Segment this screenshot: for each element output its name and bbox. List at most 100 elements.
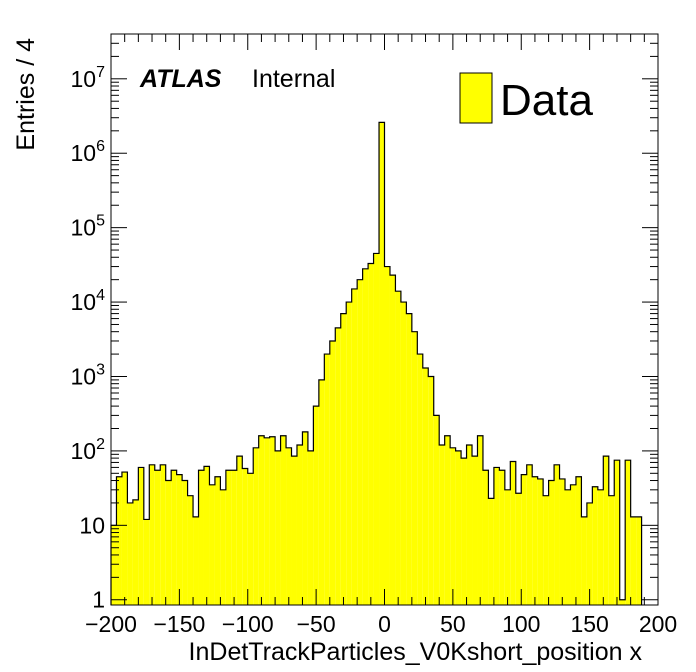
histogram-bin — [269, 436, 276, 605]
histogram-bin — [193, 516, 199, 605]
histogram-bin — [608, 495, 615, 605]
x-tick-label: 50 — [440, 611, 466, 637]
histogram-bin — [592, 486, 598, 605]
histogram-bars — [110, 121, 643, 605]
histogram-bin — [220, 489, 226, 605]
histogram-bin — [209, 484, 215, 605]
histogram-bin — [532, 476, 538, 605]
histogram-bin — [581, 516, 587, 605]
histogram-bin — [351, 288, 358, 605]
histogram-bin — [543, 495, 549, 605]
histogram-bin — [335, 327, 341, 605]
histogram-bin — [247, 473, 254, 605]
histogram-bin — [258, 435, 265, 605]
histogram-bin — [537, 478, 544, 605]
x-tick-label: −100 — [222, 611, 274, 637]
histogram-bin — [143, 519, 150, 605]
histogram-bin — [176, 474, 183, 605]
histogram-bin — [264, 437, 270, 605]
histogram-bin — [477, 435, 483, 605]
y-tick-label: 1 — [92, 587, 105, 613]
histogram-bin — [559, 478, 566, 605]
y-tick-label: 107 — [71, 64, 106, 92]
histogram-bin — [439, 445, 445, 605]
histogram-bin — [526, 464, 533, 605]
histogram-bin — [318, 379, 325, 605]
histogram-bin — [116, 476, 122, 605]
histogram-bin — [286, 447, 292, 605]
histogram-bin — [203, 466, 210, 605]
x-axis-label: InDetTrackParticles_V0Kshort_position x — [189, 638, 643, 666]
histogram-bin — [444, 435, 451, 605]
y-tick-label: 10 — [79, 512, 105, 538]
histogram-bin — [121, 472, 128, 605]
histogram-bin — [521, 474, 527, 605]
histogram-bin — [482, 470, 489, 605]
histogram-bin — [461, 458, 467, 605]
histogram-bin — [384, 266, 390, 605]
x-tick-label: 0 — [378, 611, 391, 637]
histogram-bin — [329, 340, 336, 605]
histogram-bin — [302, 431, 308, 605]
y-tick-label: 104 — [71, 287, 106, 315]
histogram-bin — [455, 450, 462, 605]
histogram-bin — [417, 354, 423, 605]
histogram-bin — [132, 499, 139, 605]
histogram-bin — [187, 495, 194, 605]
histogram-bin — [379, 122, 385, 605]
histogram-bin — [340, 313, 347, 605]
histogram-bin — [253, 447, 259, 605]
histogram-bin — [154, 470, 161, 605]
histogram-bin — [296, 445, 303, 605]
y-axis-label: Entries / 4 — [12, 38, 40, 151]
histogram-bin — [493, 467, 500, 605]
histogram-bin — [422, 368, 429, 605]
y-tick-label: 106 — [71, 138, 106, 166]
histogram-bin — [428, 376, 434, 605]
histogram-bin — [636, 516, 642, 605]
plot-frame — [110, 33, 659, 606]
histogram-bin — [324, 354, 330, 605]
histogram-bin — [586, 502, 593, 605]
atlas-label: ATLAS — [139, 65, 222, 93]
histogram-bin — [198, 470, 204, 605]
histogram-bin — [603, 456, 609, 605]
histogram-bin — [466, 445, 473, 605]
histogram-bin — [362, 268, 369, 605]
histogram-bin — [236, 456, 243, 605]
histogram-bin — [450, 447, 456, 605]
histogram-bin — [625, 460, 631, 605]
histogram-bin — [406, 313, 412, 605]
histogram-bin — [346, 302, 352, 605]
legend-label: Data — [500, 76, 593, 125]
histogram-bin — [149, 464, 155, 605]
histogram-bin — [395, 291, 401, 605]
histogram-bin — [313, 406, 319, 605]
atlas-status-label: Internal — [252, 65, 335, 93]
histogram-bin — [280, 435, 287, 605]
histogram-bin — [488, 498, 494, 605]
histogram-bin — [357, 279, 363, 605]
x-tick-label: −50 — [297, 611, 336, 637]
histogram-bin — [504, 489, 511, 605]
histogram-bin — [510, 461, 516, 605]
y-tick-label: 105 — [71, 213, 106, 241]
histogram-bin — [565, 489, 571, 605]
histogram-bin — [548, 480, 555, 605]
histogram-bin — [182, 480, 188, 605]
histogram-bin — [515, 493, 522, 605]
histogram-bin — [630, 516, 637, 605]
histogram-bin — [127, 502, 133, 605]
histogram-bin — [368, 263, 374, 605]
histogram-outline — [110, 121, 643, 605]
histogram-bin — [171, 470, 177, 605]
axis-ticks: −200 −150 −100 −50 0 50 100 150 200 1 10 102 103 104 1… — [71, 33, 677, 637]
histogram-bin — [111, 525, 117, 605]
y-tick-label: 103 — [71, 361, 106, 389]
x-tick-label: 150 — [570, 611, 608, 637]
histogram-bin — [373, 253, 380, 605]
histogram-bin — [619, 599, 626, 605]
histogram-bin — [389, 275, 396, 605]
legend-swatch — [459, 72, 493, 124]
